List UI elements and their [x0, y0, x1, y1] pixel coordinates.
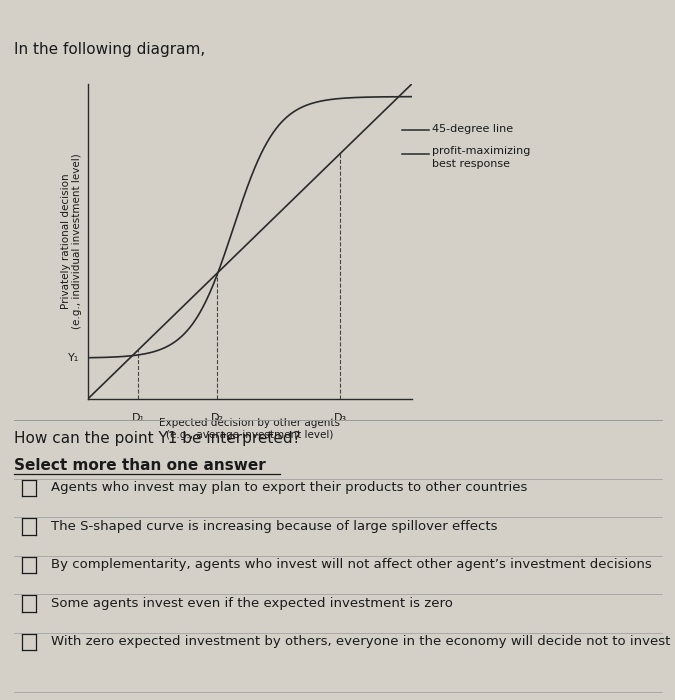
Text: Y₁: Y₁	[68, 353, 80, 363]
Text: How can the point Y1 be interpreted?: How can the point Y1 be interpreted?	[14, 430, 300, 445]
Text: Select more than one answer: Select more than one answer	[14, 458, 265, 473]
Y-axis label: Privately rational decision
(e.g., individual investment level): Privately rational decision (e.g., indiv…	[61, 153, 82, 330]
Text: By complementarity, agents who invest will not affect other agent’s investment d: By complementarity, agents who invest wi…	[51, 559, 651, 571]
Text: Agents who invest may plan to export their products to other countries: Agents who invest may plan to export the…	[51, 482, 527, 494]
X-axis label: Expected decision by other agents
(e.g., average investment level): Expected decision by other agents (e.g.,…	[159, 419, 340, 440]
Text: With zero expected investment by others, everyone in the economy will decide not: With zero expected investment by others,…	[51, 636, 670, 648]
Text: 45-degree line: 45-degree line	[432, 125, 513, 134]
Text: Some agents invest even if the expected investment is zero: Some agents invest even if the expected …	[51, 597, 452, 610]
Text: D₁: D₁	[132, 413, 144, 424]
Text: D₃: D₃	[334, 413, 347, 424]
Text: In the following diagram,: In the following diagram,	[14, 42, 205, 57]
Text: The S-shaped curve is increasing because of large spillover effects: The S-shaped curve is increasing because…	[51, 520, 497, 533]
Text: profit-maximizing
best response: profit-maximizing best response	[432, 146, 531, 169]
Text: D₂: D₂	[211, 413, 224, 424]
